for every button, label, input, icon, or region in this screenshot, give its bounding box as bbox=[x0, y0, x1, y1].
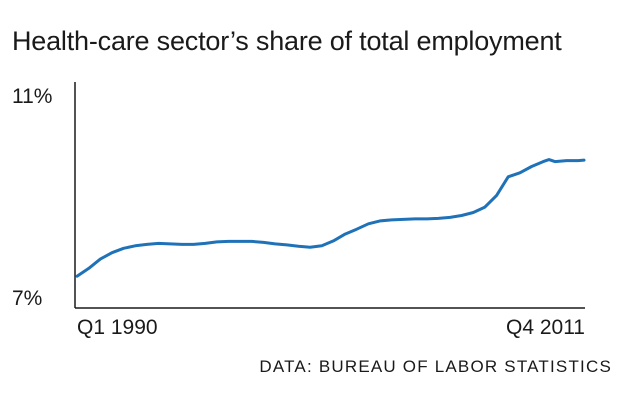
y-tick-label-bottom: 7% bbox=[12, 287, 42, 310]
y-tick-label-top: 11% bbox=[12, 85, 52, 108]
series-line bbox=[75, 158, 586, 278]
source-note: DATA: BUREAU OF LABOR STATISTICS bbox=[259, 357, 612, 376]
chart-title: Health-care sector’s share of total empl… bbox=[12, 26, 562, 56]
x-tick-label-start: Q1 1990 bbox=[77, 316, 158, 339]
x-tick-label-end: Q4 2011 bbox=[506, 316, 585, 339]
